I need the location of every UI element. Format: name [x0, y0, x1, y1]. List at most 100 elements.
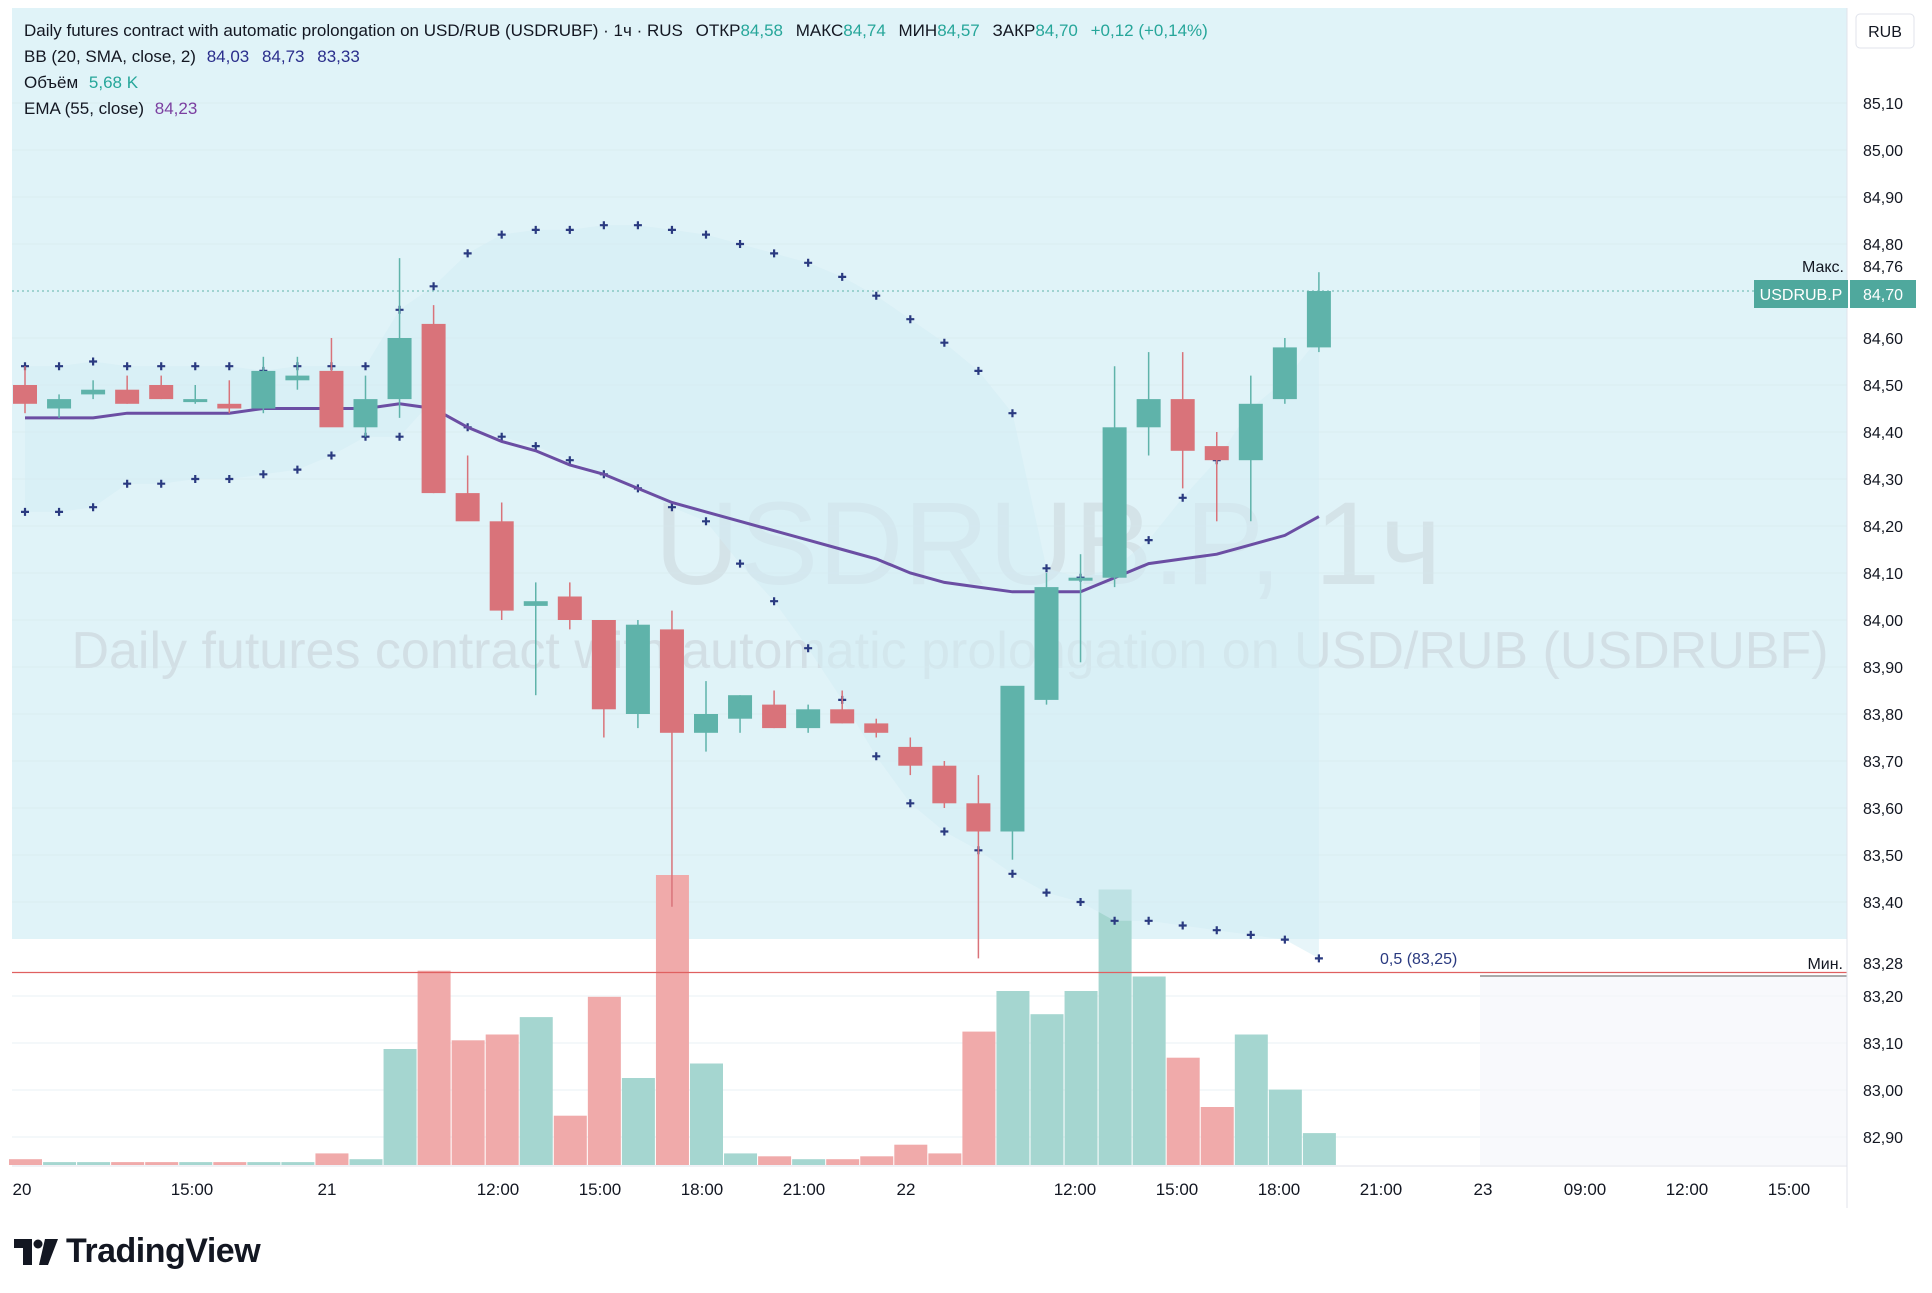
bb-lower-point	[225, 475, 234, 483]
time-tick-label: 18:00	[681, 1180, 724, 1199]
candle-body	[523, 601, 548, 606]
candle-body	[183, 399, 208, 403]
bb-upper-point	[463, 249, 472, 258]
volume-bar	[826, 1159, 860, 1165]
price-tick-label: 83,60	[1863, 801, 1903, 818]
volume-bar	[1200, 1107, 1234, 1165]
price-tick-label: 83,80	[1863, 707, 1903, 724]
open-label: ОТКР	[695, 21, 741, 40]
last-price-box	[1850, 280, 1916, 308]
volume-bar	[349, 1159, 383, 1165]
price-tick-label: 84,80	[1863, 237, 1903, 254]
tradingview-logo-icon	[14, 1238, 58, 1265]
candle-body	[387, 338, 412, 400]
symbol-tag	[1754, 280, 1848, 308]
tradingview-logo[interactable]: TradingView	[14, 1232, 261, 1271]
time-axis[interactable]: 20 15:00 21 12:00 15:00 18:00 21:00 22 12:00 15:0…	[13, 1180, 1811, 1199]
time-tick-label: 23	[1474, 1180, 1493, 1199]
price-tick-label: 84,50	[1863, 378, 1903, 395]
bb-upper-point	[1144, 536, 1153, 545]
bb-label: BB (20, SMA, close, 2)	[24, 47, 196, 66]
legend-title-row: Daily futures contract with automatic pr…	[24, 18, 1208, 44]
price-tick-label: 82,90	[1863, 1130, 1903, 1147]
bb-lower-point	[191, 475, 200, 483]
time-tick-label: 15:00	[1156, 1180, 1199, 1199]
bb-upper-point	[55, 362, 64, 371]
time-tick-label: 09:00	[1564, 1180, 1607, 1199]
bb-lower-point	[259, 470, 268, 479]
bb-upper-point	[157, 362, 166, 371]
price-axis[interactable]: 85,10 85,00 84,90 84,80 84,60 84,50 84,40 84,30…	[1863, 96, 1903, 1147]
volume-bar	[1268, 1089, 1302, 1165]
price-tick-label: 83,70	[1863, 754, 1903, 771]
bb-upper-point	[633, 221, 642, 230]
volume-bar	[894, 1144, 928, 1165]
candle-body	[13, 385, 37, 404]
symbol-tag-label: USDRUB.P	[1760, 287, 1843, 304]
candle-body	[1034, 587, 1059, 700]
time-tick-label: 22	[897, 1180, 916, 1199]
volume-bar	[485, 1034, 519, 1165]
candle-body	[1102, 427, 1127, 578]
candle-body	[47, 399, 72, 409]
volume-bar	[655, 875, 689, 1165]
bb-lower-point	[736, 559, 745, 568]
currency-label: RUB	[1868, 24, 1902, 41]
price-tick-label: 84,10	[1863, 566, 1903, 583]
price-tick-label: 85,00	[1863, 143, 1903, 160]
currency-badge[interactable]	[1855, 13, 1915, 49]
open-value: 84,58	[740, 21, 783, 40]
bb-lower-point	[293, 465, 302, 474]
candle-body	[149, 385, 174, 400]
bb-lower-point	[21, 507, 29, 516]
volume-bars	[9, 875, 1336, 1165]
bb-upper-point	[89, 357, 98, 366]
bb-lower-point	[804, 644, 813, 653]
price-tick-label: 84,90	[1863, 190, 1903, 207]
min-value-box	[1850, 950, 1916, 976]
candle-body	[762, 704, 787, 729]
volume-bar	[213, 1162, 247, 1165]
volume-bar	[519, 1017, 553, 1165]
candle-body	[796, 709, 821, 729]
price-tick-label: 84,20	[1863, 519, 1903, 536]
bb-upper-point	[123, 362, 132, 371]
legend-ema-row[interactable]: EMA (55, close) 84,23	[24, 96, 1208, 122]
legend-bb-row[interactable]: BB (20, SMA, close, 2) 84,03 84,73 83,33	[24, 44, 1208, 70]
volume-bar	[621, 1078, 655, 1165]
bb-upper-point	[361, 362, 370, 371]
bb-lower-point	[565, 456, 574, 465]
future-area	[1480, 977, 1847, 1165]
price-tick-label: 83,20	[1863, 989, 1903, 1006]
volume-bar	[43, 1162, 77, 1165]
time-tick-label: 15:00	[579, 1180, 622, 1199]
price-tick-label: 83,10	[1863, 1036, 1903, 1053]
candle-body	[81, 389, 106, 395]
low-label: МИН	[898, 21, 938, 40]
bb-lower-point	[123, 479, 132, 488]
volume-bar	[690, 1063, 723, 1165]
candle-body	[1306, 291, 1331, 348]
ema-value: 84,23	[154, 99, 198, 118]
price-tick-label: 83,00	[1863, 1083, 1903, 1100]
bb-upper-point	[1042, 564, 1051, 573]
volume-bar	[1064, 991, 1098, 1165]
candle-body	[1170, 399, 1195, 451]
bb-lower-point	[1042, 888, 1051, 897]
volume-bar	[587, 996, 621, 1165]
bb-lower-point	[940, 827, 949, 836]
legend-volume-row[interactable]: Объём 5,68 K	[24, 70, 1208, 96]
bb-lower-point	[1008, 869, 1017, 878]
chart-legend: Daily futures contract with automatic pr…	[24, 18, 1208, 122]
volume-bar	[451, 1040, 485, 1165]
ema-line	[25, 402, 1320, 594]
price-tick-label: 85,10	[1863, 96, 1903, 113]
volume-bar	[417, 970, 451, 1165]
volume-bar	[962, 1031, 996, 1165]
volume-bar	[996, 991, 1030, 1165]
bb-upper-point	[667, 225, 676, 234]
bb-lower-point	[1178, 921, 1187, 930]
candle-body	[115, 389, 140, 404]
candle-body	[421, 323, 446, 494]
